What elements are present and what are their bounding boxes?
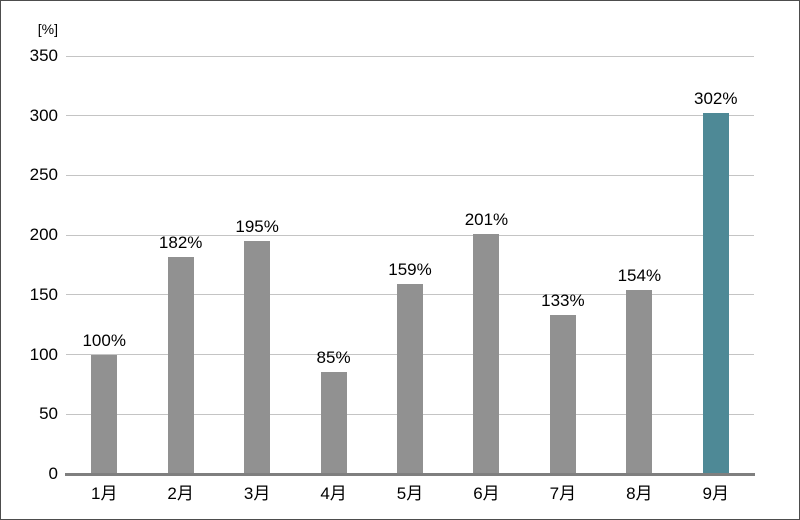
- bar: [626, 290, 653, 474]
- bar-value-label: 195%: [235, 217, 279, 237]
- x-axis-tick-label: 2月: [167, 484, 194, 503]
- bar: [320, 372, 347, 474]
- x-axis-tick-label: 5月: [396, 484, 424, 503]
- y-axis-unit-label: [%]: [37, 21, 58, 37]
- bar: [91, 354, 118, 474]
- bar-value-label: 182%: [158, 232, 203, 252]
- gridline: [66, 55, 754, 57]
- bar-value-label: 159%: [388, 260, 432, 280]
- bar: [244, 241, 271, 474]
- y-axis-tick-label: 0: [48, 464, 58, 483]
- x-axis-line: [65, 473, 755, 476]
- x-axis-tick-label: 9月: [702, 484, 729, 503]
- bar: [702, 113, 729, 474]
- bar-value-label: 133%: [541, 291, 585, 311]
- gridline: [66, 174, 754, 176]
- x-axis-tick-label: 7月: [549, 484, 577, 503]
- x-axis-tick-label: 8月: [626, 484, 653, 503]
- gridline: [66, 115, 754, 117]
- x-axis-tick-label: 6月: [473, 484, 500, 503]
- bar: [167, 256, 194, 474]
- bar-value-label: 201%: [464, 209, 509, 229]
- bar-value-label: 302%: [694, 89, 738, 109]
- bar-value-label: 154%: [617, 266, 662, 286]
- y-axis-tick-label: 200: [29, 225, 58, 245]
- bar-value-label: 100%: [82, 330, 126, 350]
- bar: [549, 315, 576, 474]
- x-axis-tick-label: 4月: [320, 484, 347, 503]
- bar: [473, 233, 500, 474]
- y-axis-tick-label: 100: [29, 344, 58, 364]
- x-axis-tick-label: 1月: [90, 484, 118, 503]
- y-axis-tick-label: 50: [39, 404, 58, 424]
- y-axis-tick-label: 300: [29, 105, 58, 125]
- gridline: [66, 234, 754, 236]
- y-axis-tick-label: 150: [29, 284, 58, 304]
- bar: [397, 284, 423, 474]
- bar-value-label: 85%: [316, 348, 351, 368]
- x-axis-tick-label: 3月: [243, 484, 271, 503]
- y-axis-tick-label: 350: [29, 46, 58, 65]
- y-axis-tick-label: 250: [29, 165, 58, 185]
